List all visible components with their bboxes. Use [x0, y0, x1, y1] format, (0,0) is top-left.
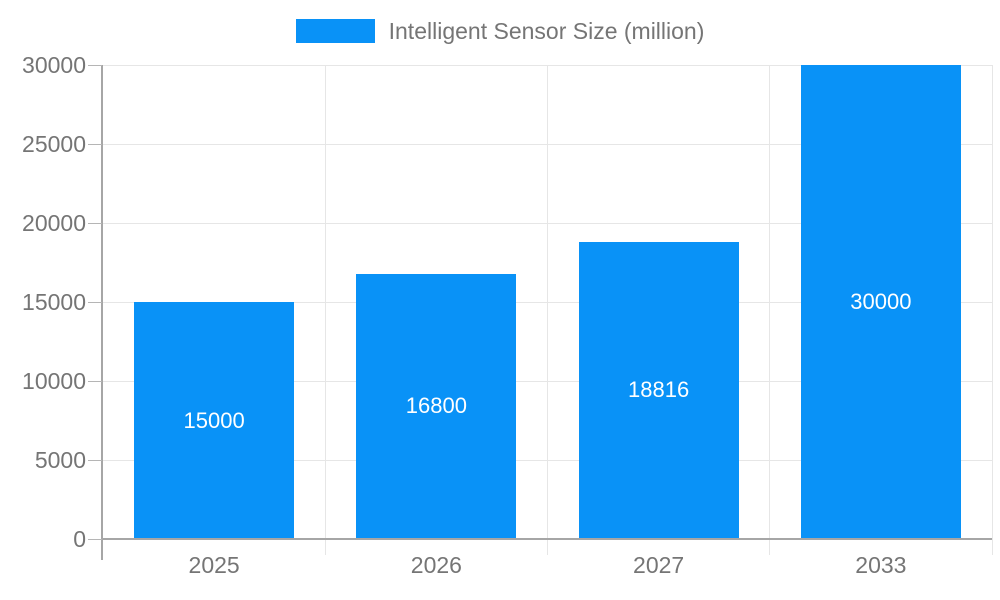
y-axis-tick: [88, 143, 102, 145]
x-axis-tick-label: 2025: [188, 552, 240, 578]
legend-label: Intelligent Sensor Size (million): [388, 17, 705, 44]
x-axis-tick-label: 2026: [410, 552, 462, 578]
bar-value-label: 30000: [850, 289, 912, 314]
y-axis-tick-label: 30000: [22, 52, 86, 78]
y-axis-tick: [88, 380, 102, 382]
bar-value-label: 15000: [183, 407, 245, 433]
y-axis-tick: [88, 64, 102, 66]
bar-2025[interactable]: 15000: [134, 302, 295, 539]
y-axis-tick-label: 10000: [22, 368, 86, 394]
bar-value-label: 16800: [405, 393, 467, 419]
y-axis-tick-label: 20000: [22, 210, 86, 236]
bar-2027[interactable]: 18816: [578, 241, 739, 539]
y-axis-tick: [88, 222, 102, 224]
y-axis-tick-label: 0: [73, 526, 86, 552]
y-axis-line: [101, 65, 103, 560]
bar-2033[interactable]: 30000: [800, 65, 961, 539]
y-axis-tick: [88, 538, 102, 540]
plot-area: 15000 16800 18816 30000: [103, 64, 993, 555]
y-axis-tick: [88, 459, 102, 461]
legend: Intelligent Sensor Size (million): [0, 12, 1000, 50]
y-axis-tick-label: 5000: [34, 447, 86, 473]
y-axis-tick-label: 25000: [22, 131, 86, 157]
y-axis-tick: [88, 301, 102, 303]
bar-2026[interactable]: 16800: [356, 273, 517, 539]
legend-swatch[interactable]: [295, 19, 375, 43]
x-axis-tick-label: 2033: [855, 552, 907, 578]
y-axis-tick-label: 15000: [22, 289, 86, 315]
v-gridline: [991, 65, 993, 555]
x-axis-tick-label: 2027: [633, 552, 685, 578]
v-gridline: [324, 65, 326, 555]
v-gridline: [547, 65, 548, 555]
v-gridline: [769, 65, 771, 555]
x-axis-line: [103, 538, 992, 540]
bar-value-label: 18816: [628, 377, 690, 403]
